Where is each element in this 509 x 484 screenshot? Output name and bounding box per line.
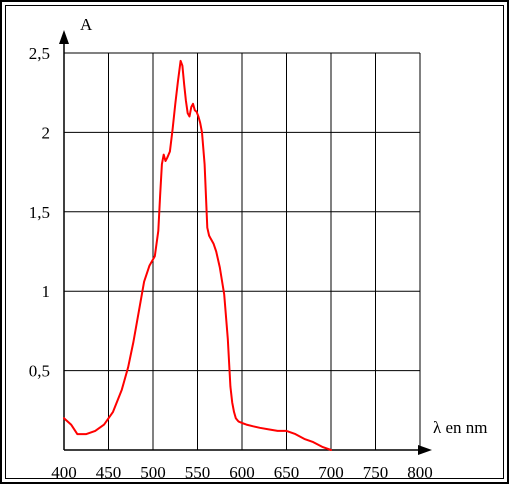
x-tick-label: 700 bbox=[318, 463, 344, 482]
y-tick-label: 2 bbox=[42, 123, 51, 142]
x-tick-label: 450 bbox=[96, 463, 122, 482]
x-tick-label: 500 bbox=[140, 463, 166, 482]
x-tick-label: 650 bbox=[274, 463, 300, 482]
axes: A λ en nm bbox=[59, 15, 488, 455]
inner-frame bbox=[5, 5, 504, 479]
x-axis-arrow-icon bbox=[418, 445, 432, 455]
grid bbox=[64, 52, 421, 450]
x-tick-label: 600 bbox=[229, 463, 255, 482]
x-tick-label: 750 bbox=[363, 463, 389, 482]
x-tick-label: 800 bbox=[407, 463, 433, 482]
absorbance-curve bbox=[63, 59, 332, 451]
y-tick-label: 1,5 bbox=[29, 203, 50, 222]
x-axis-label: λ en nm bbox=[433, 418, 488, 437]
y-axis-arrow-icon bbox=[59, 30, 69, 44]
y-tick-label: 0,5 bbox=[29, 362, 50, 381]
y-axis-label: A bbox=[80, 15, 93, 34]
x-tick-labels: 400 450 500 550 600 650 700 750 800 bbox=[51, 463, 433, 482]
y-tick-labels: 0,5 1 1,5 2 2,5 bbox=[29, 44, 50, 381]
x-tick-label: 400 bbox=[51, 463, 77, 482]
y-tick-label: 2,5 bbox=[29, 44, 50, 63]
y-tick-label: 1 bbox=[42, 282, 51, 301]
series-layer bbox=[63, 59, 332, 451]
x-tick-label: 550 bbox=[185, 463, 211, 482]
